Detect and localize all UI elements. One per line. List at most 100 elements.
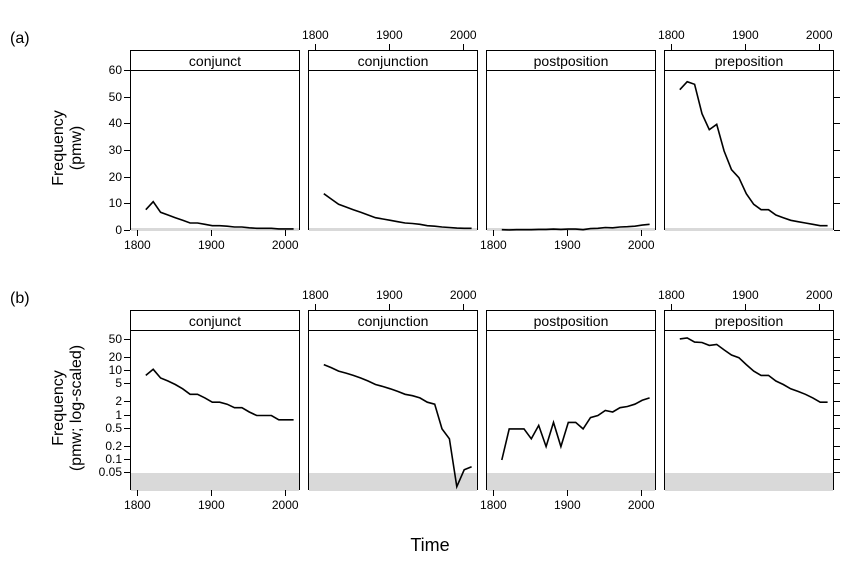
strip-label: preposition [665, 51, 833, 71]
series-line [665, 71, 835, 231]
x-tick-label-bottom: 1900 [191, 498, 231, 512]
x-tick-mark-bottom [137, 230, 138, 236]
y-tick-mark-right [834, 415, 840, 416]
panel-a-conjunct: conjunct [130, 50, 300, 230]
y-tick-label: 5 [82, 376, 122, 390]
y-tick-mark [124, 177, 130, 178]
x-tick-mark-top [745, 304, 746, 310]
y-tick-label: 40 [82, 116, 122, 130]
x-tick-label-top: 1900 [725, 28, 765, 42]
panel-b-conjunct: conjunct [130, 310, 300, 490]
series-line [131, 71, 301, 231]
x-tick-label-bottom: 1800 [117, 498, 157, 512]
y-axis-title-b: Frequency(pmw; log-scaled) [50, 328, 86, 488]
y-tick-mark-right [834, 177, 840, 178]
y-tick-label: 60 [82, 63, 122, 77]
x-tick-mark-top [463, 44, 464, 50]
strip-label: postposition [487, 51, 655, 71]
y-axis-title-b-line: Frequency [50, 328, 68, 488]
x-tick-mark-top [745, 44, 746, 50]
plot-area [131, 71, 299, 231]
y-tick-mark [124, 472, 130, 473]
y-axis-title-a: Frequency(pmw) [50, 68, 86, 228]
x-tick-mark-bottom [567, 490, 568, 496]
x-tick-label-bottom: 1900 [547, 238, 587, 252]
y-tick-mark [124, 97, 130, 98]
y-tick-mark-right [834, 459, 840, 460]
y-tick-mark-right [834, 357, 840, 358]
y-tick-mark-right [834, 428, 840, 429]
y-tick-mark [124, 230, 130, 231]
panel-a-postposition: postposition [486, 50, 656, 230]
x-tick-mark-bottom [211, 230, 212, 236]
y-tick-mark [124, 370, 130, 371]
y-tick-mark-right [834, 446, 840, 447]
strip-label: conjunction [309, 51, 477, 71]
x-tick-label-top: 2000 [443, 288, 483, 302]
x-tick-mark-top [671, 304, 672, 310]
x-tick-mark-bottom [137, 490, 138, 496]
y-tick-mark-right [834, 203, 840, 204]
x-tick-label-top: 1800 [295, 288, 335, 302]
x-tick-mark-top [819, 44, 820, 50]
plot-area [131, 331, 299, 491]
plot-area [309, 71, 477, 231]
y-tick-label: 0.2 [82, 439, 122, 453]
strip-label: conjunct [131, 311, 299, 331]
strip-label: conjunction [309, 311, 477, 331]
y-tick-label: 20 [82, 170, 122, 184]
row-label-b: (b) [10, 290, 30, 308]
series-line [487, 331, 657, 491]
y-tick-mark [124, 123, 130, 124]
y-tick-label: 10 [82, 196, 122, 210]
series-line [487, 71, 657, 231]
y-tick-label: 0.1 [82, 452, 122, 466]
strip-label: postposition [487, 311, 655, 331]
y-tick-mark [124, 415, 130, 416]
x-tick-mark-bottom [641, 490, 642, 496]
plot-area [665, 71, 833, 231]
x-tick-mark-bottom [285, 490, 286, 496]
x-tick-mark-bottom [641, 230, 642, 236]
x-tick-mark-top [819, 304, 820, 310]
y-tick-mark-right [834, 339, 840, 340]
x-tick-label-bottom: 2000 [621, 498, 661, 512]
y-tick-mark-right [834, 97, 840, 98]
y-tick-label: 30 [82, 143, 122, 157]
x-tick-label-top: 1800 [651, 288, 691, 302]
x-tick-mark-top [315, 304, 316, 310]
y-tick-mark [124, 383, 130, 384]
x-tick-mark-bottom [285, 230, 286, 236]
x-tick-label-bottom: 1900 [191, 238, 231, 252]
x-tick-label-top: 2000 [799, 28, 839, 42]
x-tick-label-bottom: 1800 [117, 238, 157, 252]
x-tick-mark-bottom [567, 230, 568, 236]
panel-a-preposition: preposition [664, 50, 834, 230]
x-tick-label-top: 1900 [369, 28, 409, 42]
x-tick-label-top: 2000 [799, 288, 839, 302]
panel-a-conjunction: conjunction [308, 50, 478, 230]
plot-area [487, 71, 655, 231]
x-tick-mark-top [315, 44, 316, 50]
x-tick-mark-bottom [211, 490, 212, 496]
x-tick-label-bottom: 2000 [265, 238, 305, 252]
y-tick-mark [124, 401, 130, 402]
x-tick-label-top: 1800 [295, 28, 335, 42]
x-tick-label-bottom: 1800 [473, 238, 513, 252]
x-tick-mark-top [671, 44, 672, 50]
row-label-a: (a) [10, 30, 30, 48]
y-tick-mark [124, 70, 130, 71]
x-tick-mark-bottom [493, 230, 494, 236]
y-tick-mark [124, 446, 130, 447]
y-tick-mark [124, 339, 130, 340]
y-tick-label: 50 [82, 90, 122, 104]
y-tick-mark-right [834, 472, 840, 473]
x-tick-mark-top [389, 44, 390, 50]
y-tick-label: 20 [82, 350, 122, 364]
x-tick-mark-bottom [493, 490, 494, 496]
y-axis-title-a-line: Frequency [50, 68, 68, 228]
plot-area [487, 331, 655, 491]
x-tick-label-top: 1900 [725, 288, 765, 302]
y-tick-mark-right [834, 123, 840, 124]
strip-label: preposition [665, 311, 833, 331]
